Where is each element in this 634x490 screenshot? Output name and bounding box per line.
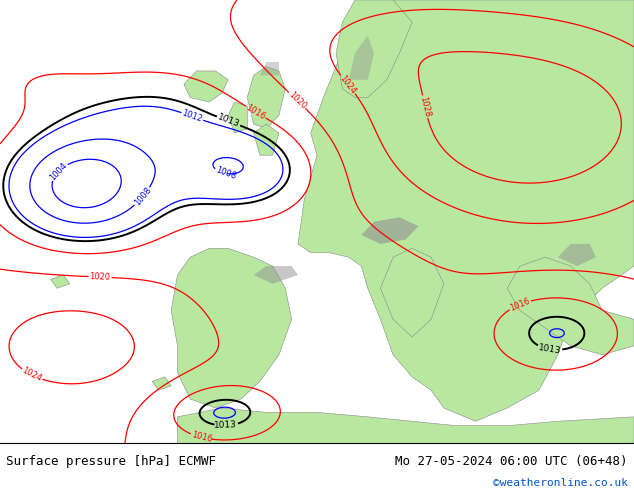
Polygon shape	[228, 102, 247, 133]
Polygon shape	[254, 266, 298, 284]
Text: 1013: 1013	[538, 343, 562, 356]
Polygon shape	[507, 257, 634, 355]
Text: 1028: 1028	[418, 96, 432, 118]
Polygon shape	[558, 244, 596, 266]
Polygon shape	[298, 0, 634, 421]
Text: ©weatheronline.co.uk: ©weatheronline.co.uk	[493, 478, 628, 488]
Polygon shape	[247, 67, 285, 128]
Text: 1013: 1013	[214, 420, 237, 430]
Text: 1008: 1008	[133, 186, 153, 208]
Polygon shape	[152, 377, 171, 390]
Polygon shape	[254, 124, 279, 155]
Text: 1013: 1013	[216, 113, 241, 129]
Text: 1016: 1016	[245, 103, 267, 122]
Polygon shape	[380, 248, 444, 337]
Polygon shape	[184, 71, 228, 102]
Polygon shape	[171, 248, 292, 408]
Text: 1004: 1004	[48, 160, 69, 182]
Polygon shape	[361, 217, 418, 244]
Text: 1008: 1008	[214, 166, 237, 181]
Polygon shape	[260, 62, 279, 75]
Polygon shape	[178, 408, 634, 443]
Text: 1020: 1020	[287, 90, 308, 111]
Text: 1024: 1024	[338, 74, 358, 96]
Text: 1024: 1024	[20, 366, 43, 384]
Polygon shape	[336, 0, 412, 98]
Polygon shape	[51, 275, 70, 288]
Text: Surface pressure [hPa] ECMWF: Surface pressure [hPa] ECMWF	[6, 455, 216, 468]
Text: 1016: 1016	[508, 296, 531, 313]
Text: 1020: 1020	[89, 272, 111, 282]
Polygon shape	[349, 35, 374, 80]
Text: 1012: 1012	[181, 109, 204, 124]
Text: 1016: 1016	[190, 430, 213, 444]
Text: Mo 27-05-2024 06:00 UTC (06+48): Mo 27-05-2024 06:00 UTC (06+48)	[395, 455, 628, 468]
